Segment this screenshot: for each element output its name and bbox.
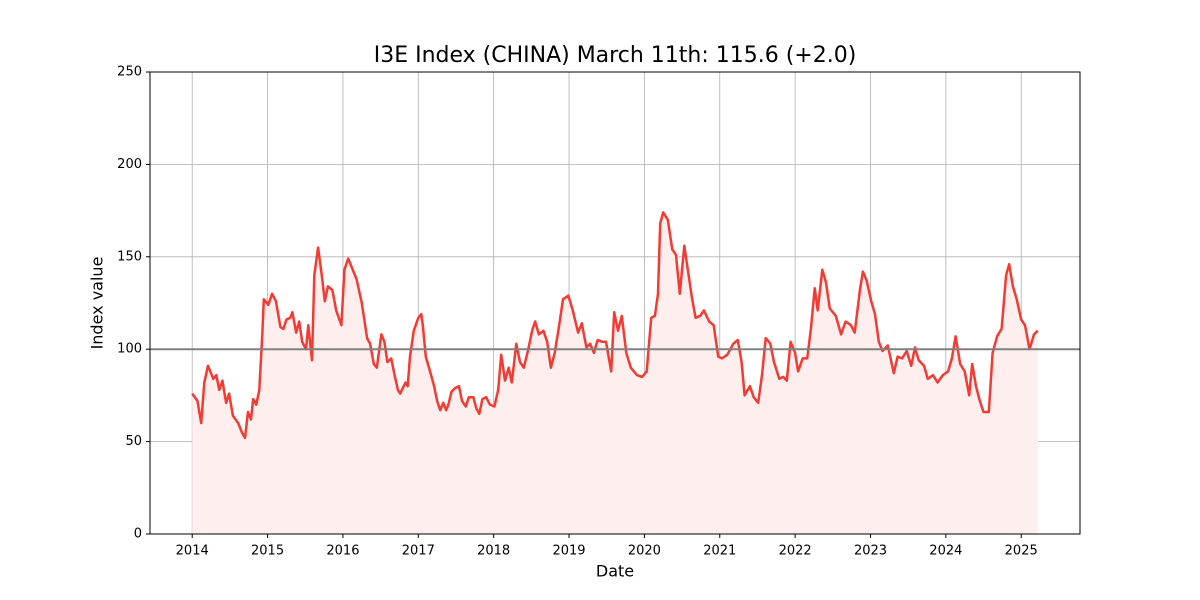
y-tick-label: 0	[134, 527, 142, 542]
x-tick-label: 2022	[779, 544, 812, 559]
x-tick-label: 2020	[628, 544, 661, 559]
x-tick-label: 2019	[552, 544, 585, 559]
x-tick-label: 2016	[326, 544, 359, 559]
y-axis-label: Index value	[88, 257, 107, 350]
x-axis-label: Date	[596, 562, 634, 581]
x-tick-label: 2021	[703, 544, 736, 559]
y-tick-label: 150	[117, 249, 142, 264]
x-tick-label: 2015	[251, 544, 284, 559]
y-tick-label: 200	[117, 157, 142, 172]
x-tick-label: 2017	[402, 544, 435, 559]
y-tick-label: 100	[117, 342, 142, 357]
x-tick-label: 2023	[854, 544, 887, 559]
plot-frame	[149, 71, 1081, 535]
y-tick-label: 250	[117, 65, 142, 80]
x-tick-label: 2024	[929, 544, 962, 559]
x-tick-label: 2018	[477, 544, 510, 559]
x-tick-label: 2014	[176, 544, 209, 559]
y-tick-label: 50	[125, 434, 142, 449]
x-tick-label: 2025	[1005, 544, 1038, 559]
chart-title: I3E Index (CHINA) March 11th: 115.6 (+2.…	[374, 43, 857, 68]
